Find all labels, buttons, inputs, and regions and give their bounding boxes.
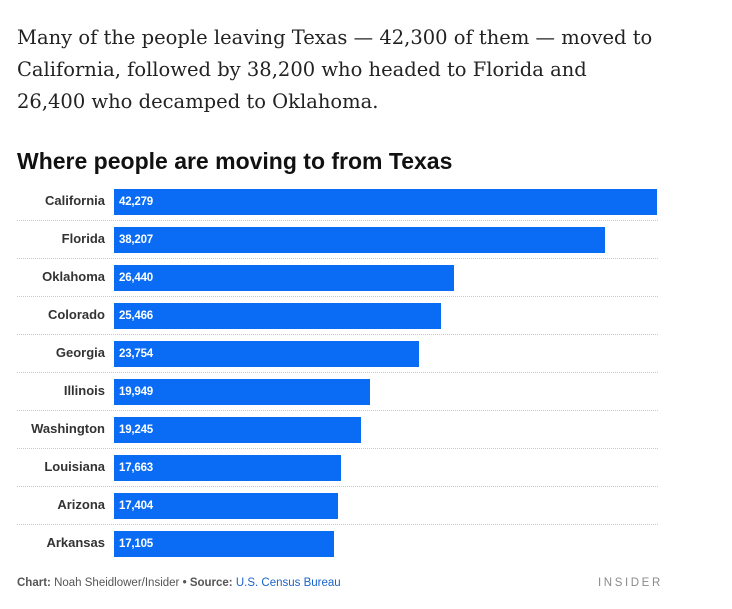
source-label: Source:	[189, 577, 233, 589]
bar: 17,404	[114, 493, 338, 519]
bar-value-label: 25,466	[119, 310, 153, 322]
bar-value-label: 26,440	[119, 272, 153, 284]
chart-row: Louisiana 17,663	[17, 449, 658, 487]
category-label: Washington	[31, 421, 105, 436]
bar-value-label: 38,207	[119, 234, 153, 246]
chart-title: Where people are moving to from Texas	[17, 148, 453, 174]
row-divider	[17, 524, 658, 525]
bar-value-label: 42,279	[119, 196, 153, 208]
brand-logo: INSIDER	[598, 577, 663, 589]
category-label: Arkansas	[46, 535, 105, 550]
chart-row: Illinois 19,949	[17, 373, 658, 411]
row-divider	[17, 258, 658, 259]
row-divider	[17, 296, 658, 297]
bar-value-label: 23,754	[119, 348, 153, 360]
row-divider	[17, 410, 658, 411]
chart-footer: Chart: Noah Sheidlower/Insider • Source:…	[17, 577, 341, 589]
source-link[interactable]: U.S. Census Bureau	[235, 577, 341, 589]
chart-row: Florida 38,207	[17, 221, 658, 259]
chart-row: Georgia 23,754	[17, 335, 658, 373]
category-label: Colorado	[47, 307, 105, 322]
chart-credit: Noah Sheidlower/Insider	[54, 577, 180, 589]
category-label: Georgia	[55, 345, 105, 360]
category-label: Oklahoma	[42, 269, 105, 284]
bar-value-label: 17,404	[119, 500, 153, 512]
bar: 17,663	[114, 455, 341, 481]
bar-value-label: 17,663	[119, 462, 153, 474]
row-divider	[17, 486, 658, 487]
chart-row: Colorado 25,466	[17, 297, 658, 335]
footer-separator: •	[182, 577, 187, 589]
bar-value-label: 19,245	[119, 424, 153, 436]
bar-value-label: 19,949	[119, 386, 153, 398]
bar: 26,440	[114, 265, 454, 291]
row-divider	[17, 334, 658, 335]
chart-row: California 42,279	[17, 183, 658, 221]
chart-row: Washington 19,245	[17, 411, 658, 449]
bar: 42,279	[114, 189, 657, 215]
bar: 23,754	[114, 341, 419, 367]
chart-credit-label: Chart:	[17, 577, 51, 589]
row-divider	[17, 372, 658, 373]
chart-row: Oklahoma 26,440	[17, 259, 658, 297]
bar: 19,949	[114, 379, 370, 405]
row-divider	[17, 220, 658, 221]
bar-chart: California 42,279 Florida 38,207 Oklahoma 26,…	[17, 183, 658, 563]
row-divider	[17, 448, 658, 449]
category-label: Louisiana	[44, 459, 105, 474]
intro-paragraph: Many of the people leaving Texas — 42,30…	[17, 26, 653, 113]
bar: 38,207	[114, 227, 605, 253]
category-label: Arizona	[57, 497, 105, 512]
category-label: Florida	[61, 231, 105, 246]
chart-row: Arizona 17,404	[17, 487, 658, 525]
chart-row: Arkansas 17,105	[17, 525, 658, 563]
category-label: Illinois	[63, 383, 105, 398]
bar: 25,466	[114, 303, 441, 329]
bar-value-label: 17,105	[119, 538, 153, 550]
category-label: California	[45, 193, 105, 208]
bar: 19,245	[114, 417, 361, 443]
bar: 17,105	[114, 531, 334, 557]
